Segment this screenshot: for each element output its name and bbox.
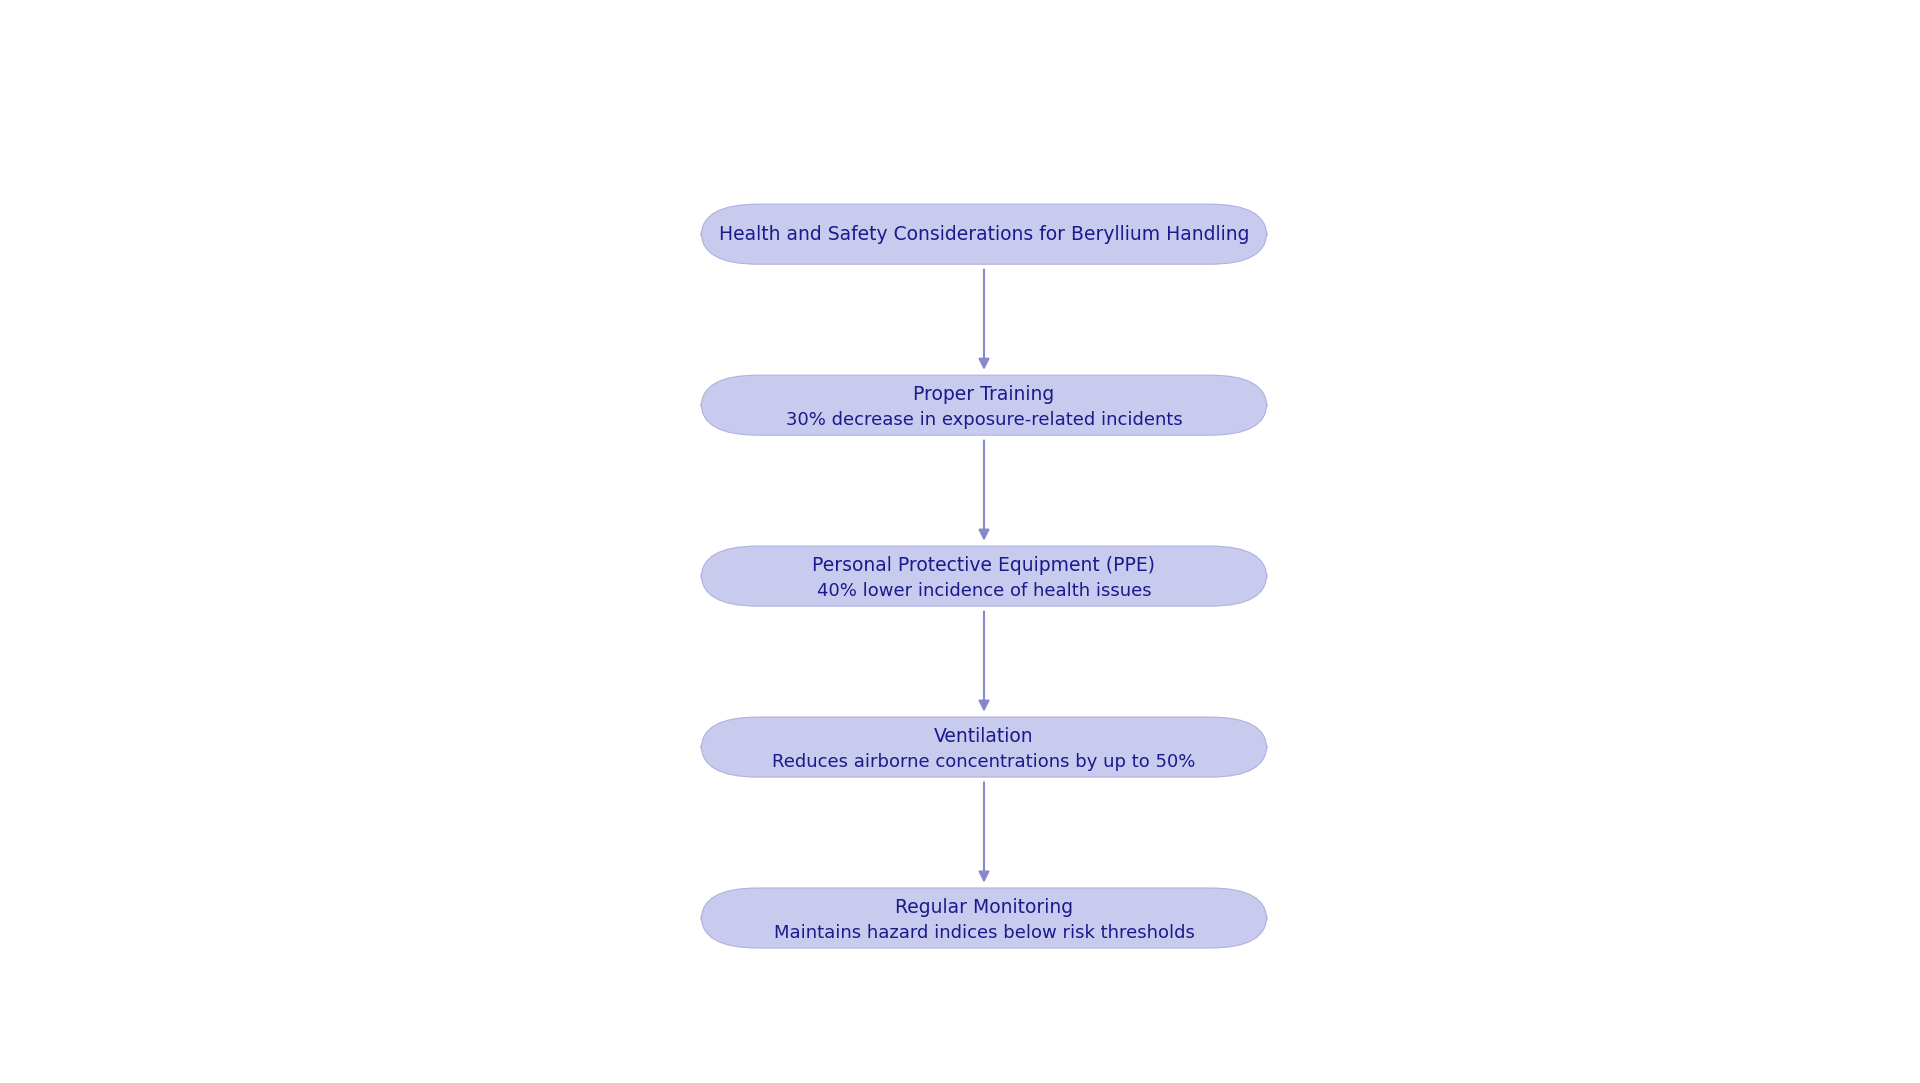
Text: Ventilation: Ventilation (935, 727, 1033, 746)
FancyBboxPatch shape (701, 546, 1267, 606)
FancyBboxPatch shape (701, 717, 1267, 778)
FancyBboxPatch shape (701, 888, 1267, 948)
FancyBboxPatch shape (701, 205, 1267, 264)
Text: Regular Monitoring: Regular Monitoring (895, 898, 1073, 916)
Text: 30% decrease in exposure-related incidents: 30% decrease in exposure-related inciden… (785, 412, 1183, 429)
FancyBboxPatch shape (701, 375, 1267, 435)
Text: Health and Safety Considerations for Beryllium Handling: Health and Safety Considerations for Ber… (718, 224, 1250, 244)
Text: 40% lower incidence of health issues: 40% lower incidence of health issues (816, 582, 1152, 600)
Text: Reduces airborne concentrations by up to 50%: Reduces airborne concentrations by up to… (772, 753, 1196, 771)
Text: Maintains hazard indices below risk thresholds: Maintains hazard indices below risk thre… (774, 924, 1194, 942)
Text: Personal Protective Equipment (PPE): Personal Protective Equipment (PPE) (812, 556, 1156, 575)
Text: Proper Training: Proper Training (914, 384, 1054, 404)
